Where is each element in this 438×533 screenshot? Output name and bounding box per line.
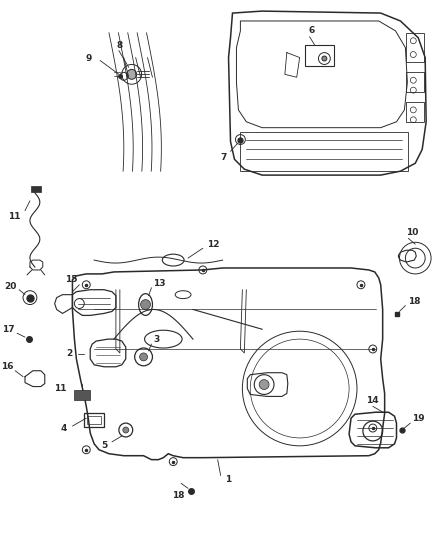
Text: 10: 10	[406, 228, 418, 237]
Text: 11: 11	[7, 212, 20, 221]
Circle shape	[322, 56, 327, 61]
Text: 18: 18	[408, 297, 421, 306]
Text: 20: 20	[5, 282, 17, 291]
Text: 17: 17	[3, 325, 15, 334]
Circle shape	[123, 427, 129, 433]
Text: 7: 7	[220, 153, 226, 162]
Bar	[87, 416, 101, 424]
Text: 14: 14	[367, 396, 379, 405]
Text: 3: 3	[153, 335, 160, 344]
Bar	[240, 132, 408, 171]
Text: 2: 2	[66, 350, 72, 358]
Text: 6: 6	[308, 26, 314, 35]
Bar	[304, 45, 334, 67]
Bar	[406, 102, 424, 122]
Text: 19: 19	[412, 414, 425, 423]
Circle shape	[127, 69, 137, 79]
Text: 4: 4	[60, 424, 67, 433]
Bar	[31, 186, 41, 192]
Circle shape	[140, 353, 148, 361]
Circle shape	[141, 300, 151, 310]
Circle shape	[259, 379, 269, 390]
Text: 13: 13	[153, 279, 166, 288]
Text: 5: 5	[102, 441, 108, 450]
Text: 15: 15	[65, 276, 78, 284]
Bar	[74, 391, 90, 400]
Text: 1: 1	[225, 475, 231, 484]
Text: 11: 11	[54, 384, 67, 393]
Text: 18: 18	[172, 491, 184, 500]
Text: 16: 16	[0, 362, 13, 372]
Bar	[406, 72, 424, 92]
Bar	[84, 413, 104, 427]
Bar	[406, 33, 424, 62]
Text: 8: 8	[117, 41, 123, 50]
Text: 9: 9	[86, 54, 92, 63]
Text: 12: 12	[207, 240, 219, 249]
